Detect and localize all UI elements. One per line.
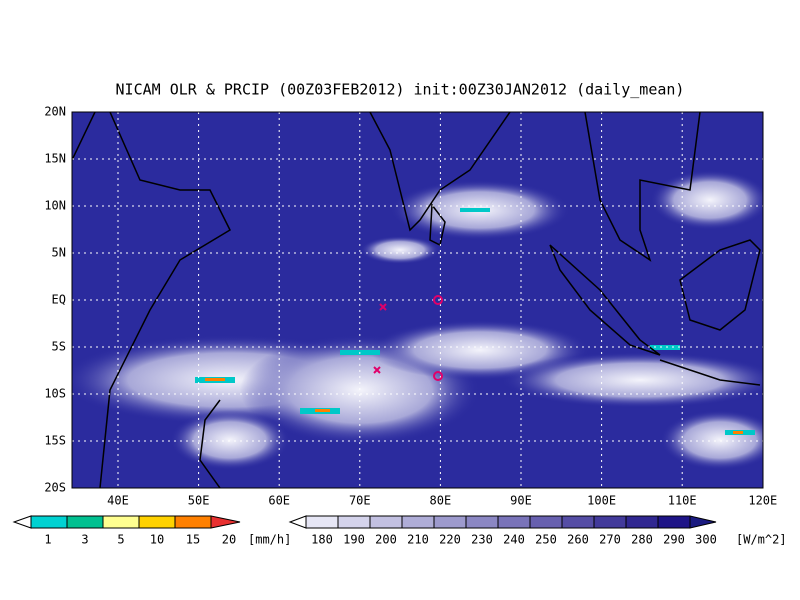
lat-label: 5S	[52, 340, 66, 354]
colorbar-cell	[433, 515, 467, 529]
olr-label: 250	[535, 533, 557, 547]
olr-label: 270	[599, 533, 621, 547]
lon-label: 110E	[668, 494, 697, 508]
lat-label: 15N	[44, 152, 66, 166]
lon-label: 50E	[188, 494, 210, 508]
lat-label: EQ	[52, 293, 66, 307]
lon-label: 100E	[587, 494, 616, 508]
map-title: NICAM OLR & PRCIP (00Z03FEB2012) init:00…	[116, 81, 685, 99]
colorbar-cell	[369, 515, 403, 529]
map-field	[72, 112, 763, 488]
olr-label: 210	[407, 533, 429, 547]
lat-label: 10N	[44, 199, 66, 213]
olr-label: 220	[439, 533, 461, 547]
colorbar-cell	[529, 515, 563, 529]
colorbar-cell	[465, 515, 499, 529]
olr-label: 240	[503, 533, 525, 547]
map-frame	[71, 111, 764, 489]
colorbar-cell	[401, 515, 435, 529]
markers	[373, 295, 443, 381]
colorbar-cell	[593, 515, 627, 529]
lon-label: 120E	[748, 494, 777, 508]
olr-label: 190	[343, 533, 365, 547]
colorbar-cell	[657, 515, 691, 529]
colorbar-end	[689, 515, 717, 529]
lat-label: 5N	[52, 246, 66, 260]
precip-label: 10	[150, 533, 164, 547]
olr-label: 260	[567, 533, 589, 547]
lon-label: 90E	[510, 494, 532, 508]
lat-label: 10S	[44, 387, 66, 401]
precip-label: 3	[81, 533, 88, 547]
precip-label: 20	[222, 533, 236, 547]
precip-unit: [mm/h]	[248, 533, 291, 547]
olr-label: 280	[631, 533, 653, 547]
precip-label: 15	[186, 533, 200, 547]
lat-label: 15S	[44, 434, 66, 448]
olr-label: 290	[663, 533, 685, 547]
precip-label: 5	[117, 533, 124, 547]
colorbar-cell	[337, 515, 371, 529]
lon-label: 60E	[268, 494, 290, 508]
lon-label: 70E	[349, 494, 371, 508]
lat-label: 20N	[44, 105, 66, 119]
olr-label: 230	[471, 533, 493, 547]
colorbar-end	[288, 515, 307, 529]
olr-colorbar: 180 190 200 210 220 230 240 250 260 270 280 290 300 […	[288, 515, 787, 547]
lon-label: 40E	[107, 494, 129, 508]
olr-label: 180	[311, 533, 333, 547]
olr-label: 300	[695, 533, 717, 547]
precip-label: 1	[44, 533, 51, 547]
colorbar-cell	[561, 515, 595, 529]
precip-colorbar: 1 3 5 10 15 20 [mm/h]	[12, 515, 291, 547]
olr-label: 200	[375, 533, 397, 547]
colorbar-cell	[497, 515, 531, 529]
colorbar-cell	[625, 515, 659, 529]
olr-unit: [W/m^2]	[736, 533, 787, 547]
lat-label: 20S	[44, 481, 66, 495]
lon-label: 80E	[430, 494, 452, 508]
colorbar-cell	[305, 515, 339, 529]
